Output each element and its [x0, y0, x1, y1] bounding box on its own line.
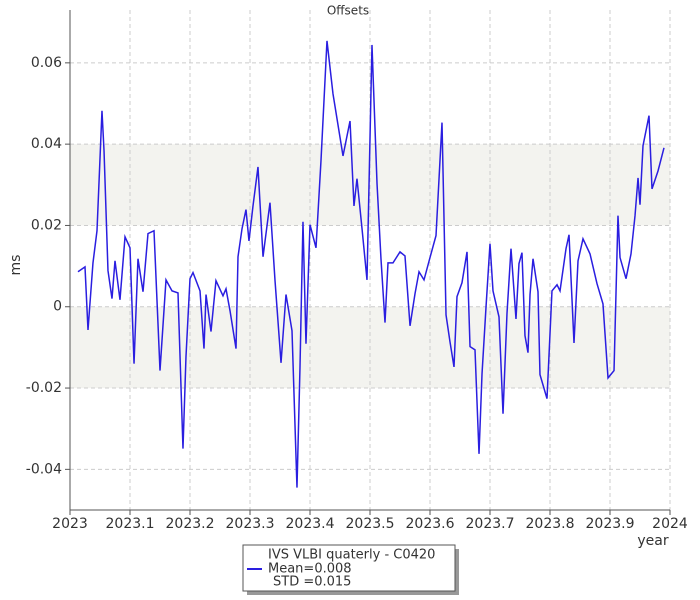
y-tick-label: 0.06: [31, 55, 62, 71]
legend-label: IVS VLBI quaterly - C0420: [268, 548, 435, 563]
y-tick-label: -0.02: [26, 380, 62, 396]
x-tick-label: 2023.5: [346, 516, 395, 532]
annotation: Mean=0.008: [268, 562, 352, 577]
x-tick-label: 2023.9: [586, 516, 635, 532]
annotation: STD =0.015: [273, 575, 351, 590]
x-axis-label: year: [637, 533, 668, 549]
x-tick-label: 2023.4: [286, 516, 335, 532]
y-tick-label: 0.02: [31, 217, 62, 233]
y-axis-label: ms: [8, 255, 24, 276]
x-tick-label: 2023: [52, 516, 88, 532]
x-tick-label: 2024: [652, 516, 688, 532]
y-tick-label: 0: [53, 299, 62, 315]
x-tick-label: 2023.2: [166, 516, 215, 532]
x-tick-label: 2023.8: [526, 516, 575, 532]
legend: IVS VLBI quaterly - C0420 Mean=0.008 STD…: [242, 544, 459, 595]
x-tick-label: 2023.6: [406, 516, 455, 532]
legend-box: [242, 544, 456, 592]
plot-area: -0.04 -0.02 0 0.02 0.04 0.06 2023 2023.1 2023.2 2…: [26, 10, 688, 532]
chart-title: Offsets: [327, 4, 369, 18]
data-line: [77, 40, 665, 488]
y-tick-label: -0.04: [26, 461, 62, 477]
y-tick-label: 0.04: [31, 136, 62, 152]
x-tick-label: 2023.1: [106, 516, 155, 532]
x-tick-label: 2023.7: [466, 516, 515, 532]
x-tick-label: 2023.3: [226, 516, 275, 532]
